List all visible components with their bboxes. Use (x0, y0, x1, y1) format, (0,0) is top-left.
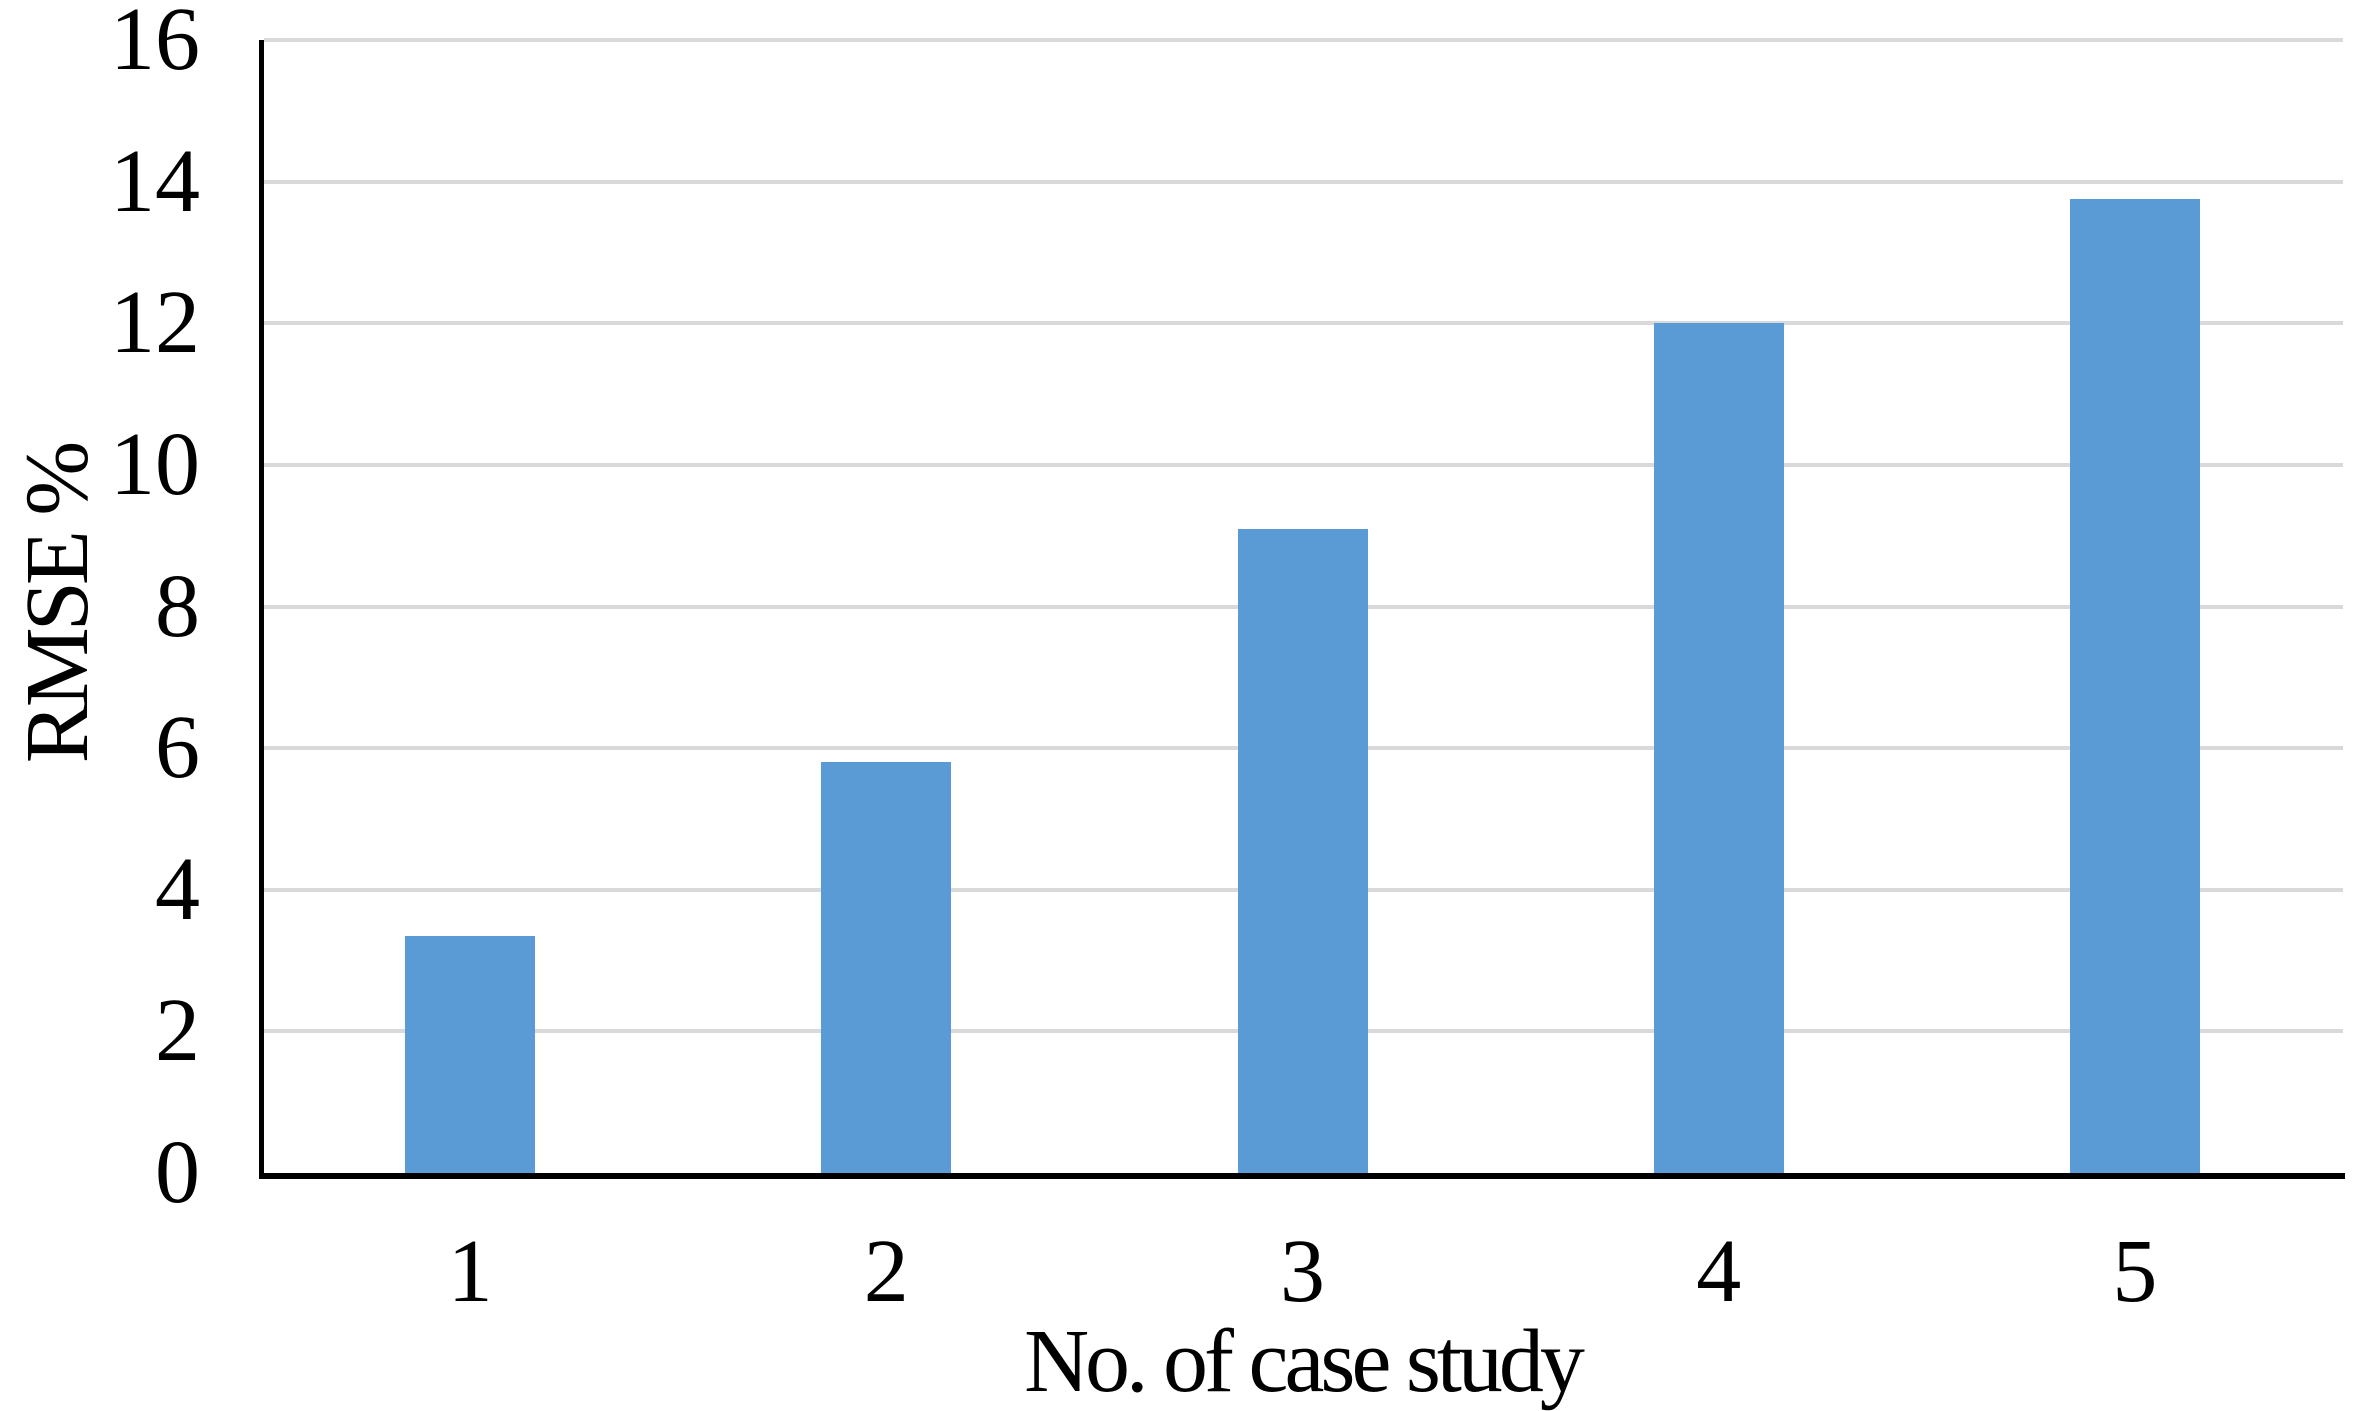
x-axis-tick-label: 3 (1279, 1222, 1325, 1321)
y-axis-tick-label: 4 (155, 839, 200, 939)
x-axis-tick-label: 2 (863, 1222, 909, 1321)
y-axis-tick-label: 0 (155, 1123, 200, 1222)
gridline (264, 179, 2343, 184)
y-axis-tick-label: 14 (110, 131, 200, 231)
y-axis-tick-label: 12 (110, 273, 200, 373)
gridline (264, 38, 2343, 42)
bar-case-5 (2069, 199, 2200, 1173)
y-axis-tick-label: 10 (110, 414, 200, 514)
x-axis-tick-label: 5 (2112, 1222, 2158, 1321)
bar-case-4 (1653, 323, 1784, 1173)
x-axis-tick-label: 1 (447, 1222, 493, 1321)
x-axis-line (259, 1173, 2345, 1179)
gridline (264, 462, 2343, 467)
y-axis-tick-label: 16 (110, 0, 200, 89)
y-axis-tick-label: 8 (155, 556, 200, 656)
bar-case-2 (821, 762, 952, 1173)
y-axis-tick-label: 2 (155, 981, 200, 1081)
bar-case-1 (405, 935, 536, 1173)
y-axis-line (259, 40, 264, 1179)
y-axis-tick-label: 6 (155, 698, 200, 798)
x-axis-title: No. of case study (1024, 1312, 1585, 1411)
x-axis-tick-label: 4 (1696, 1222, 1742, 1321)
y-axis-title: RMSE % (8, 444, 107, 764)
bar-case-3 (1237, 528, 1368, 1173)
gridline (264, 321, 2343, 326)
